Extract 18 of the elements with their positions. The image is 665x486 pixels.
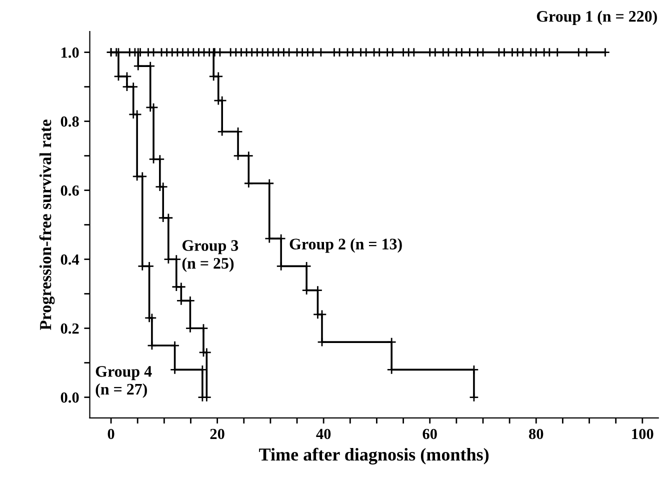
- y-tick-label: 0.4: [60, 254, 80, 265]
- series-label: Group 3 (n = 25): [182, 240, 238, 272]
- x-tick-label: 100: [632, 428, 654, 440]
- x-tick-label: 80: [529, 428, 544, 440]
- y-tick-label: 0.0: [60, 392, 79, 403]
- x-axis-title: Time after diagnosis (months): [259, 448, 489, 464]
- y-tick-label: 0.8: [60, 116, 79, 127]
- x-tick-label: 20: [210, 428, 224, 440]
- x-tick-label: 0: [108, 428, 114, 440]
- series-label: Group 2 (n = 13): [290, 238, 402, 253]
- x-tick-label: 60: [422, 428, 437, 440]
- y-tick-label: 0.2: [60, 323, 79, 334]
- y-tick-label: 1.0: [61, 47, 79, 58]
- legend-label: Group 4 (n = 27): [96, 366, 152, 398]
- series-label: Group 1 (n = 220): [536, 10, 657, 26]
- x-tick-label: 40: [316, 428, 331, 440]
- y-axis-title: Progression-free survival rate: [39, 120, 55, 330]
- y-tick-label: 0.6: [60, 185, 79, 196]
